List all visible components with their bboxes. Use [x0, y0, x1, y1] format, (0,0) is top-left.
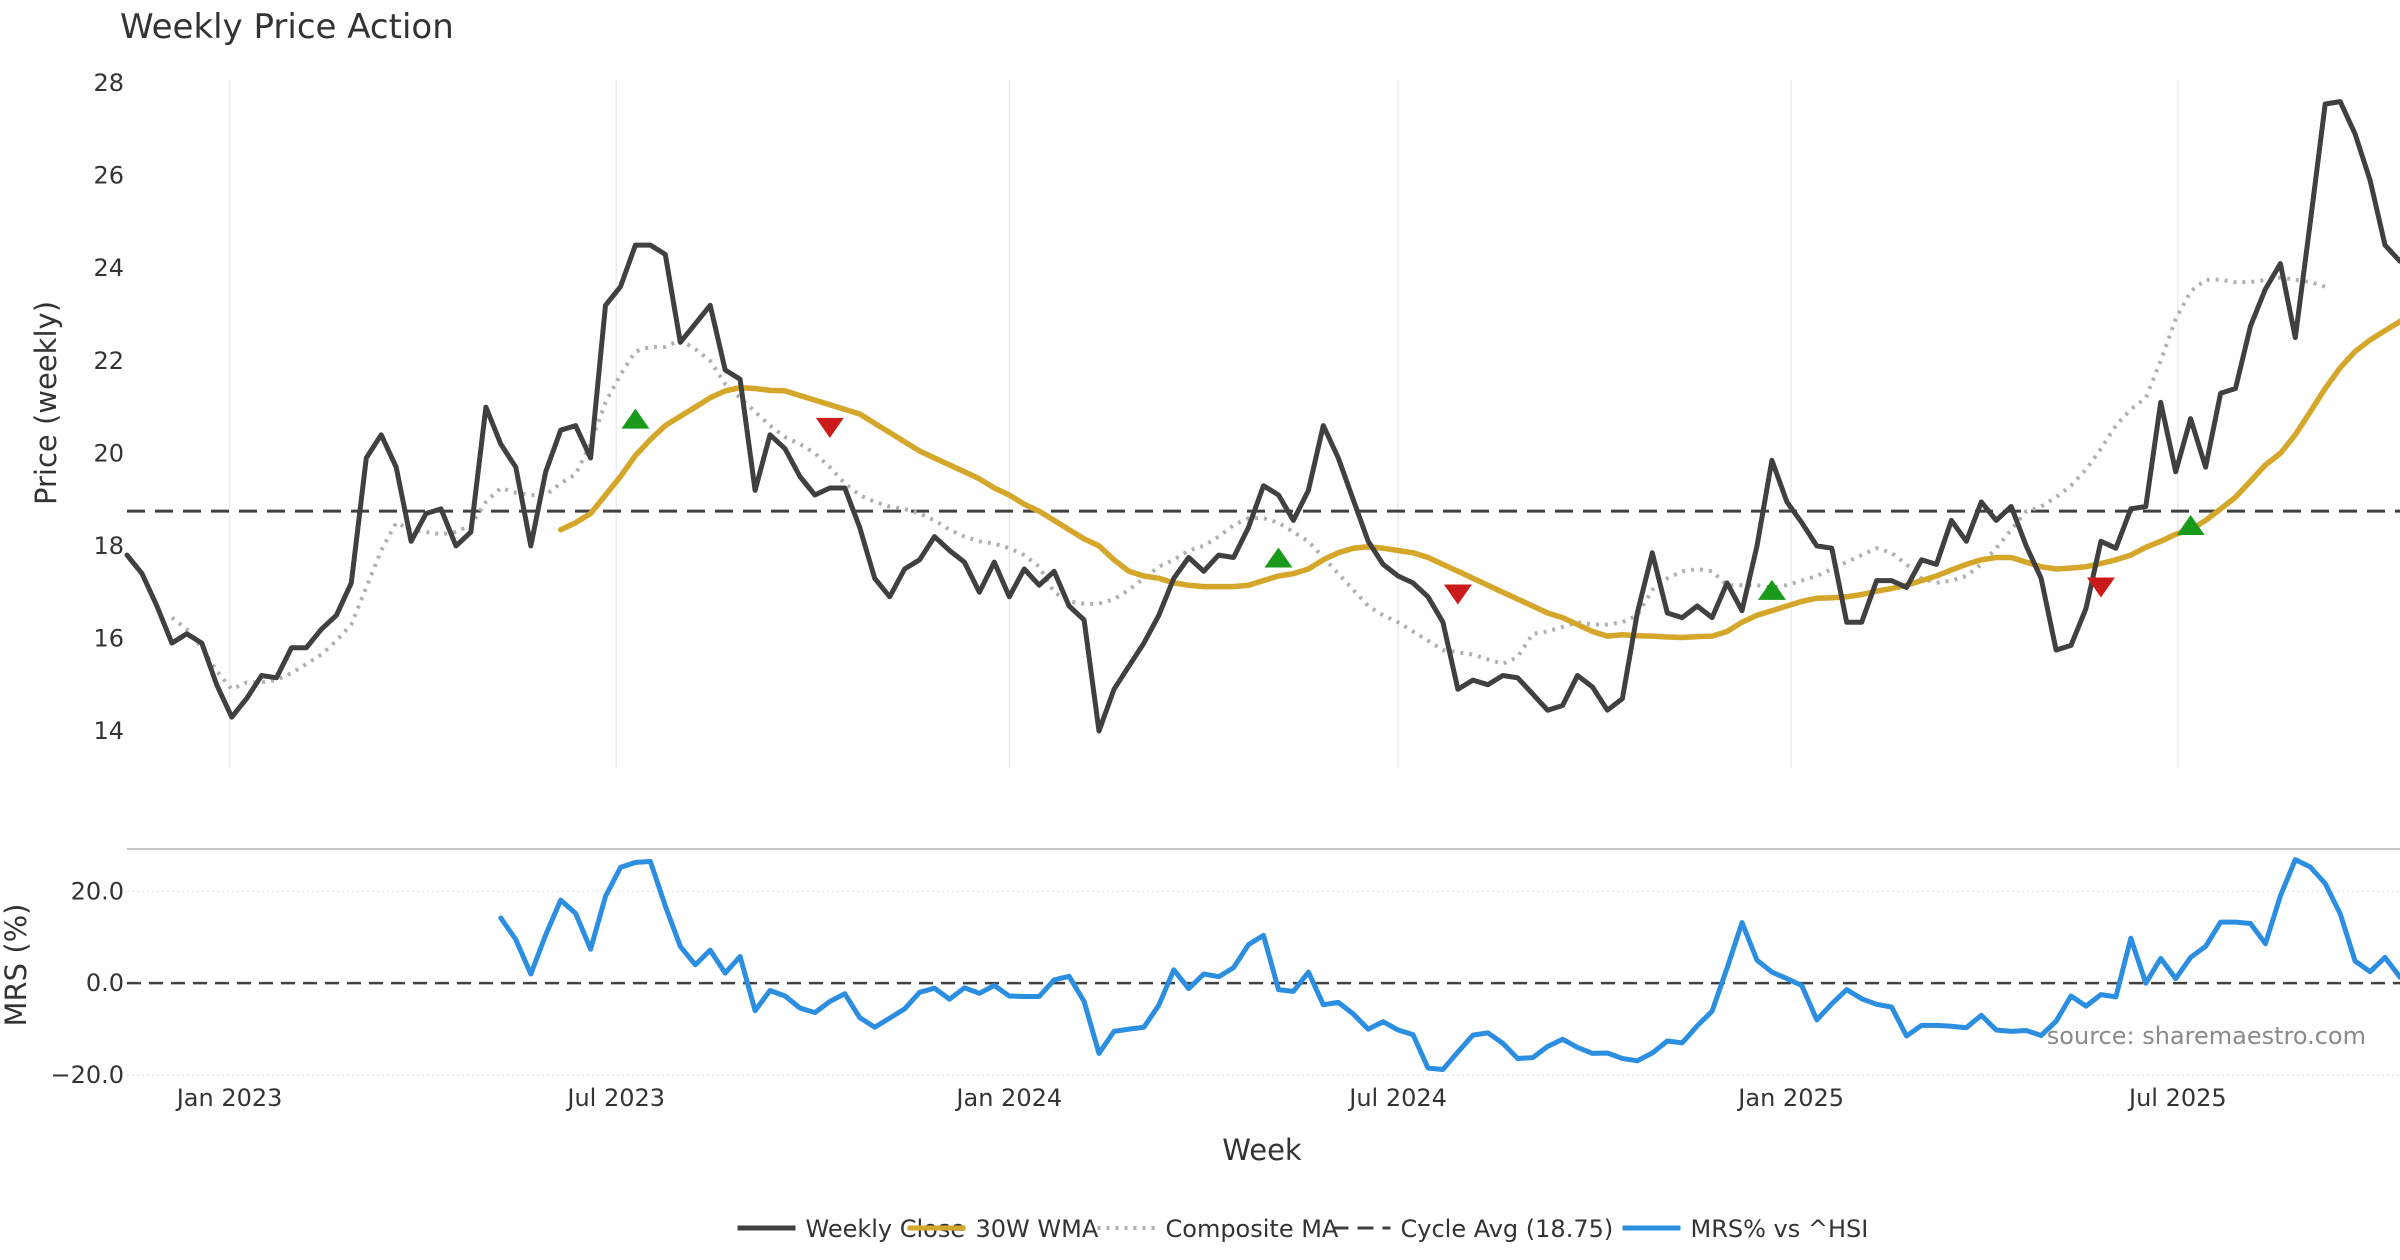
buy-signal-marker-2 [1264, 547, 1293, 568]
buy-signal-marker-4 [1757, 579, 1786, 600]
price-y-tick-label-3: 20 [93, 439, 124, 467]
mrs-y-tick-label-1: 0.0 [86, 969, 124, 997]
price-y-tick-label-5: 24 [93, 254, 124, 282]
x-tick-label-3: Jul 2024 [1347, 1084, 1447, 1112]
legend-label-2: Composite MA [1166, 1215, 1339, 1243]
x-tick-label-4: Jan 2025 [1736, 1084, 1844, 1112]
buy-signal-marker-0 [621, 408, 650, 429]
price-y-tick-label-4: 22 [93, 347, 124, 375]
sell-signal-marker-3 [1443, 584, 1472, 605]
mrs-line [498, 857, 2400, 1072]
buy-signal-marker-6 [2176, 515, 2205, 536]
source-attribution: source: sharemaestro.com [2047, 1022, 2366, 1050]
price-y-tick-label-7: 28 [93, 69, 124, 97]
wma-30w-line [557, 318, 2400, 641]
mrs-y-axis-title: MRS (%) [0, 904, 33, 1027]
axis-tick-labels: Jan 2023 Jul 2023 Jan 2024 Jul 2024 Jan 2025… [50, 69, 2226, 1112]
sell-signal-marker-5 [2086, 577, 2115, 598]
price-panel-series [124, 99, 2400, 734]
price-panel-grid [228, 80, 2179, 768]
trade-signals [621, 408, 2205, 605]
price-y-tick-label-2: 18 [93, 532, 124, 560]
legend-label-1: 30W WMA [976, 1215, 1099, 1243]
mrs-y-tick-label-2: −20.0 [50, 1061, 124, 1089]
chart-legend: Weekly Close 30W WMA Composite MA Cycle Avg… [737, 1215, 1869, 1243]
x-tick-label-5: Jul 2025 [2127, 1084, 2227, 1112]
price-y-tick-label-6: 26 [93, 162, 124, 190]
x-tick-label-0: Jan 2023 [175, 1084, 283, 1112]
legend-label-3: Cycle Avg (18.75) [1401, 1215, 1614, 1243]
x-axis-title: Week [1222, 1133, 1302, 1167]
sell-signal-marker-1 [815, 417, 844, 438]
legend-label-4: MRS% vs ^HSI [1691, 1215, 1869, 1243]
price-y-tick-label-0: 14 [93, 717, 124, 745]
mrs-y-tick-label-0: 20.0 [71, 877, 124, 905]
weekly-close-line [124, 99, 2400, 734]
mrs-panel-series [127, 857, 2400, 1072]
mrs-panel-grid [127, 848, 2400, 1076]
x-tick-label-2: Jan 2024 [954, 1084, 1062, 1112]
composite-ma-line [170, 275, 2326, 692]
x-tick-label-1: Jul 2023 [565, 1084, 665, 1112]
price-y-axis-title: Price (weekly) [29, 301, 63, 505]
price-y-tick-label-1: 16 [93, 624, 124, 652]
chart-title: Weekly Price Action [120, 7, 454, 47]
